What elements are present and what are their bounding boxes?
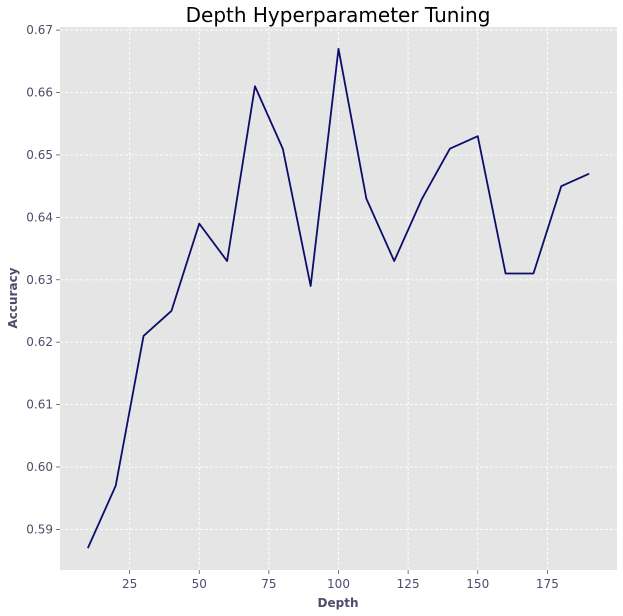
x-tick-label: 175 <box>536 577 559 591</box>
y-tick-label: 0.60 <box>26 460 53 474</box>
x-tick-label: 75 <box>261 577 276 591</box>
y-tick-label: 0.62 <box>26 335 53 349</box>
y-tick-label: 0.65 <box>26 148 53 162</box>
x-axis: 25 50 75 100 125 150 175 <box>122 570 559 591</box>
y-axis: 0.59 0.60 0.61 0.62 0.63 0.64 0.65 0.66 0.67 <box>26 23 60 536</box>
series-line <box>87 47 590 549</box>
y-tick-label: 0.59 <box>26 522 53 536</box>
y-tick-label: 0.64 <box>26 210 53 224</box>
x-tick-label: 125 <box>397 577 420 591</box>
x-tick-label: 150 <box>466 577 489 591</box>
x-axis-label: Depth <box>318 596 359 610</box>
y-tick-label: 0.61 <box>26 398 53 412</box>
x-tick-label: 100 <box>327 577 350 591</box>
y-tick-label: 0.66 <box>26 86 53 100</box>
y-tick-label: 0.67 <box>26 23 53 37</box>
y-axis-label: Accuracy <box>6 267 20 328</box>
y-tick-label: 0.63 <box>26 273 53 287</box>
chart-title: Depth Hyperparameter Tuning <box>186 3 491 27</box>
x-tick-label: 25 <box>122 577 137 591</box>
x-tick-label: 50 <box>192 577 207 591</box>
